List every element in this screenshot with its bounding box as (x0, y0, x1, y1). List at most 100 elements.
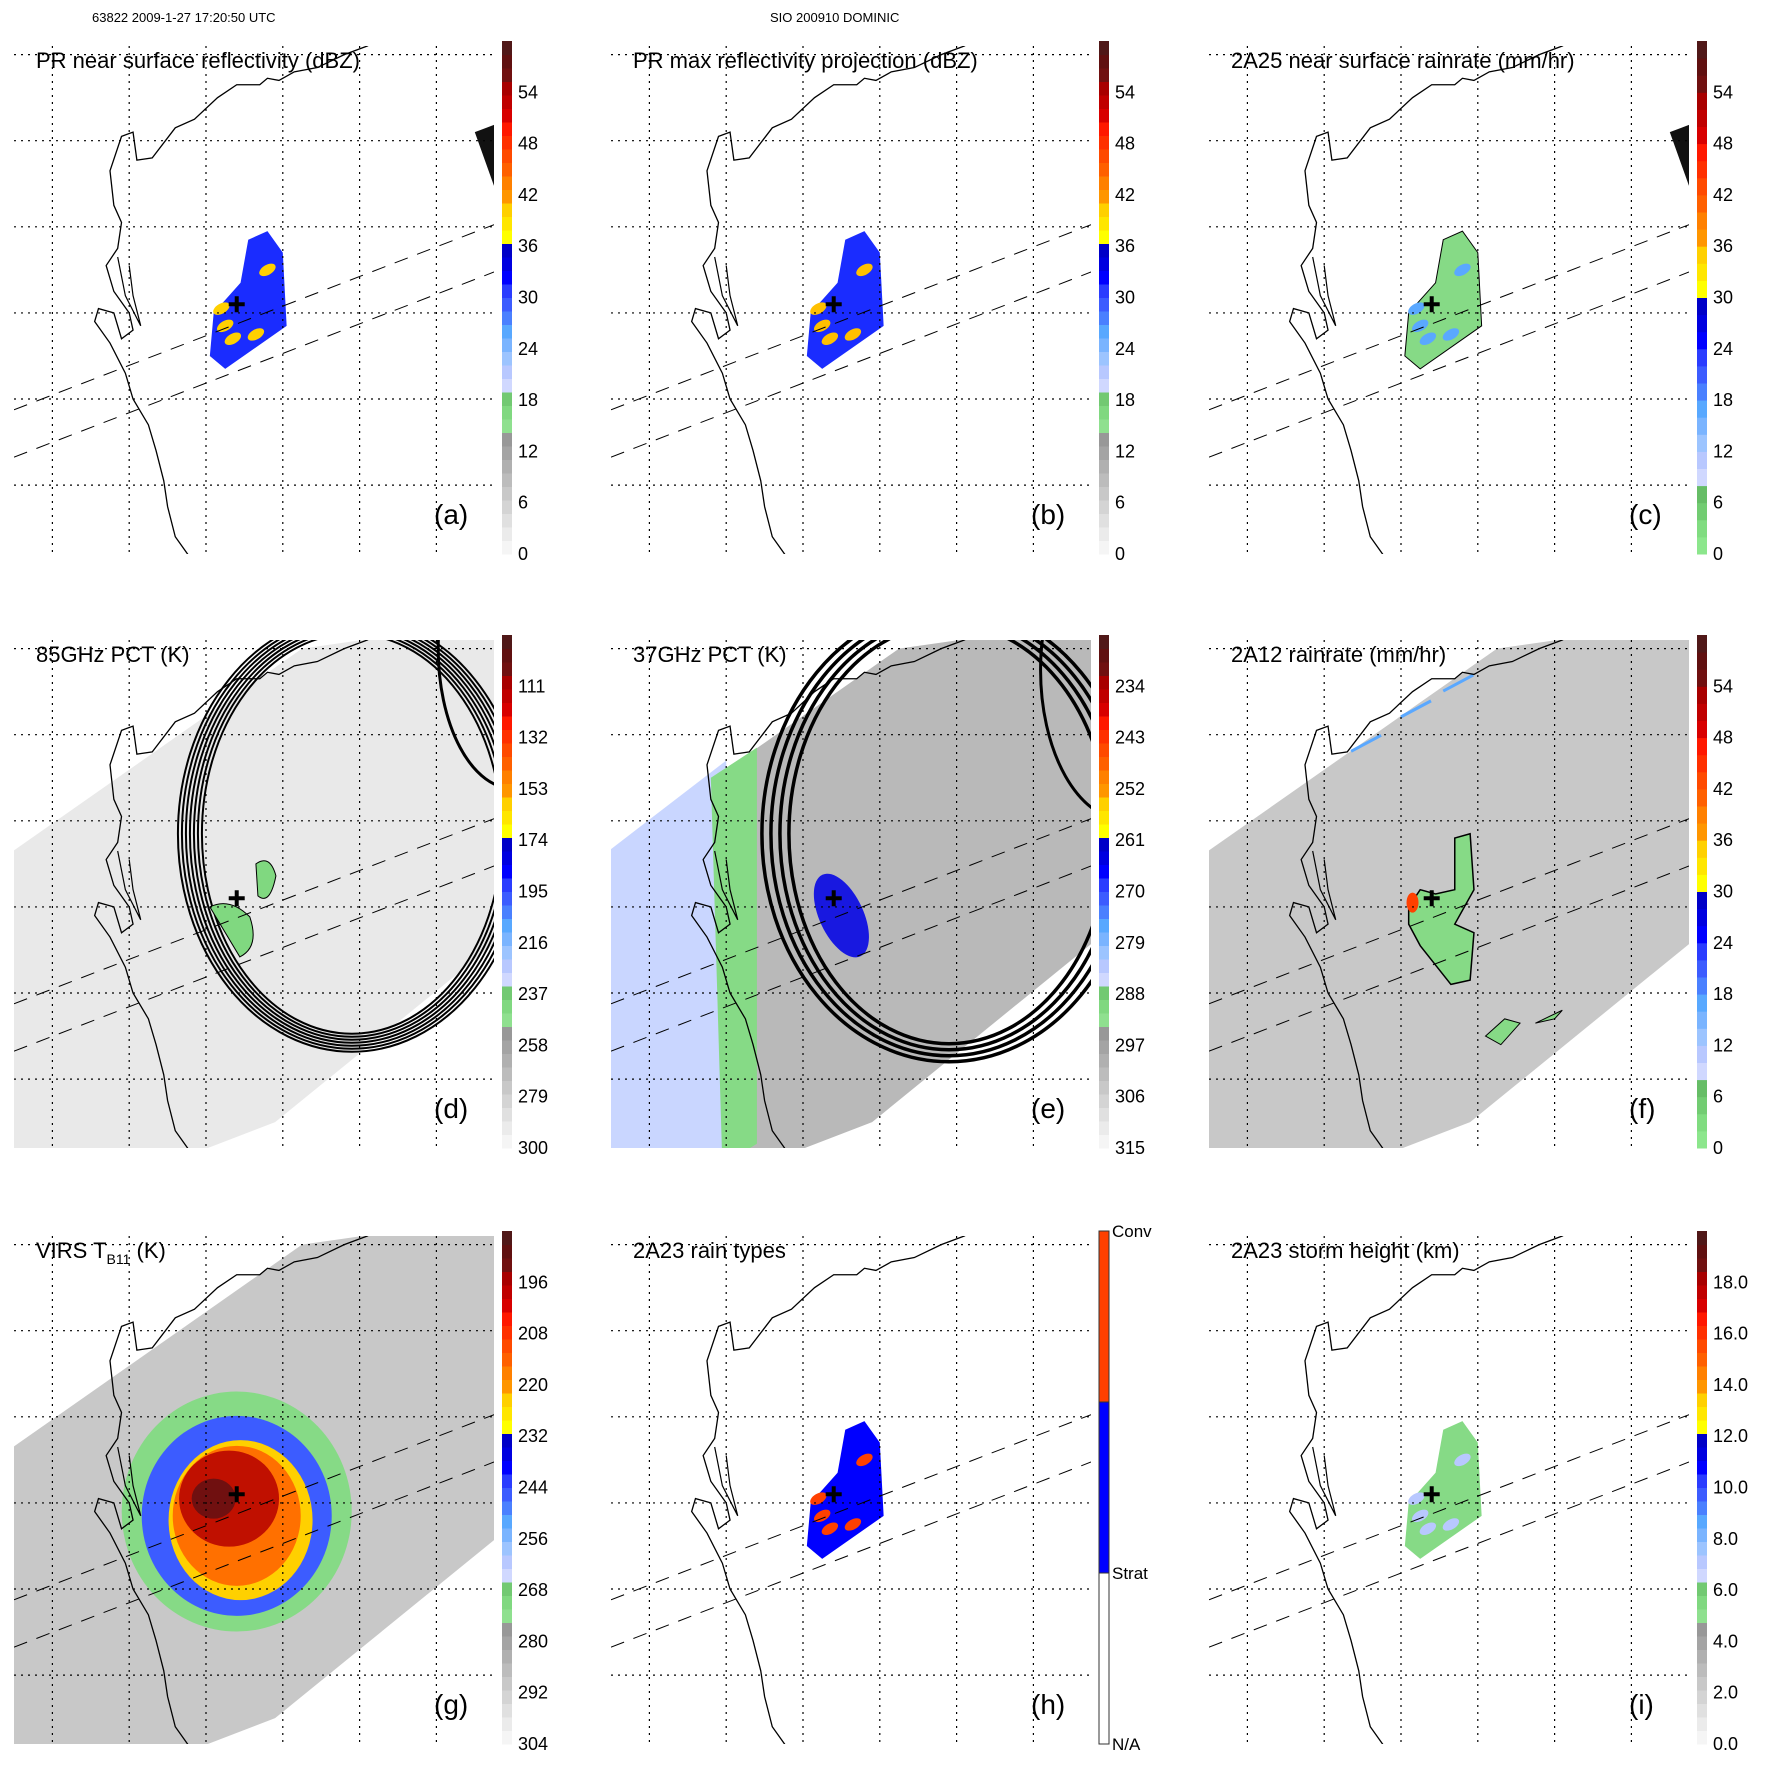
colorbar-step (1697, 703, 1707, 721)
pct-contour-ring (436, 640, 494, 786)
colorbar-tick-label: 258 (518, 1035, 548, 1055)
colorbar-step (502, 1717, 512, 1731)
colorbar-step (502, 1649, 512, 1664)
colorbar-step (1697, 383, 1707, 401)
precip-cell (810, 1492, 827, 1505)
precip-cell (1412, 319, 1429, 333)
storm-center-marker (825, 890, 842, 907)
colorbar-step (502, 68, 512, 82)
colorbar-step (1099, 365, 1109, 379)
colorbar-step (1697, 1393, 1707, 1407)
colorbar-tick-label: 0 (1713, 544, 1723, 564)
colorbar-step (502, 662, 512, 676)
colorbar-tick-label: 36 (1713, 236, 1733, 256)
precip-cell (810, 302, 827, 315)
colorbar-tick-label: 270 (1115, 882, 1145, 902)
colorbar-step (502, 1528, 512, 1542)
pr-swath-edge (14, 1414, 494, 1601)
colorbar-tick-label: 237 (518, 984, 548, 1004)
colorbar-step (502, 1231, 512, 1245)
colorbar-step (502, 1067, 512, 1081)
colorbar-step (1099, 486, 1109, 501)
colorbar-step (1099, 689, 1109, 703)
colorbar-step (1697, 1582, 1707, 1596)
colorbar-step (1697, 519, 1707, 538)
coastline (1288, 640, 1564, 1148)
colorbar-tick-label: 36 (1115, 236, 1135, 256)
coastline (93, 640, 369, 1148)
colorbar-step (1099, 392, 1109, 406)
coastline (1288, 46, 1564, 554)
colorbar-tick-label: 6 (1713, 1087, 1723, 1107)
colorbar-step (1697, 874, 1707, 892)
colorbar-step (502, 1703, 512, 1718)
precip-cell (844, 328, 862, 341)
colorbar-tick-label: 18 (1713, 390, 1733, 410)
colorbar-tick-label: 24 (518, 339, 538, 359)
coastline-bay (714, 256, 739, 327)
colorbar-step (1697, 1663, 1707, 1677)
colorbar-step (1099, 824, 1109, 838)
colorbar-step (1099, 918, 1109, 933)
coastline (690, 640, 966, 1148)
colorbar-step (1697, 1325, 1707, 1340)
colorbar-tick-label: 220 (518, 1375, 548, 1395)
map-area (1209, 640, 1689, 1148)
colorbar-step (502, 797, 512, 811)
colorbar-step (502, 1663, 512, 1677)
precip-cell (1408, 1492, 1425, 1505)
colorbar-tick-label: 24 (1713, 933, 1733, 953)
colorbar-step (1697, 331, 1707, 350)
storm-center-marker (1423, 296, 1440, 313)
colorbar-step (1697, 229, 1707, 247)
core-cold-region (813, 873, 869, 958)
colorbar-step (502, 702, 512, 717)
colorbar-step (502, 189, 512, 204)
precip-cell (213, 302, 230, 315)
colorbar-tick-label: 12 (518, 441, 538, 461)
colorbar-step (1697, 635, 1707, 653)
precip-cell (821, 332, 839, 345)
panel-label: (i) (1629, 1689, 1654, 1720)
rain-area (1484, 1018, 1521, 1046)
coldest-core (191, 1478, 236, 1519)
map-panel-b: PR max reflectivity projection (dBZ) (b) 0… (611, 41, 1135, 564)
colorbar-step (502, 1325, 512, 1340)
colorbar-step (1697, 925, 1707, 944)
precip-cell (1442, 1518, 1460, 1531)
colorbar-tick-label: 54 (1115, 82, 1135, 102)
colorbar-step (502, 891, 512, 906)
coastline (93, 1236, 369, 1744)
colorbar-tick-label: 243 (1115, 728, 1145, 748)
colorbar-step (1099, 297, 1109, 312)
colorbar-tick-label: 0 (518, 544, 528, 564)
colorbar-step (502, 756, 512, 771)
colorbar-step (1099, 1094, 1109, 1108)
colorbar-step (502, 108, 512, 123)
colorbar-step (1099, 243, 1109, 258)
colorbar-step (502, 446, 512, 460)
colorbar-step (502, 851, 512, 865)
panel-title: 85GHz PCT (K) (36, 642, 190, 667)
title-main: VIRS T (36, 1238, 107, 1263)
colorbar-step (1099, 702, 1109, 717)
panel-label: (b) (1031, 499, 1065, 530)
colorbar-step (502, 1285, 512, 1299)
colorbar-tick-label: 36 (518, 236, 538, 256)
colorbar-step (1697, 908, 1707, 927)
title-subscript: B11 (107, 1251, 131, 1267)
colorbar-step (1099, 891, 1109, 906)
panel-title: VIRS TB11 (K) (36, 1238, 166, 1267)
colorbar-step (502, 918, 512, 933)
colorbar-step (502, 1312, 512, 1326)
coastline (93, 46, 369, 554)
colorbar-step (1099, 149, 1109, 163)
colorbar-step (1697, 1244, 1707, 1259)
pct-contour-ring (1039, 640, 1091, 810)
pct-contour-ring (180, 640, 494, 1050)
precip-cell (856, 1453, 873, 1467)
colorbar-tick-label: 14.0 (1713, 1375, 1748, 1395)
colorbar-tick-label: 268 (518, 1580, 548, 1600)
colorbar-tick-label: 292 (518, 1683, 548, 1703)
colorbar: 0 6 12 18 24 30 36 42 48 54 (502, 41, 538, 564)
